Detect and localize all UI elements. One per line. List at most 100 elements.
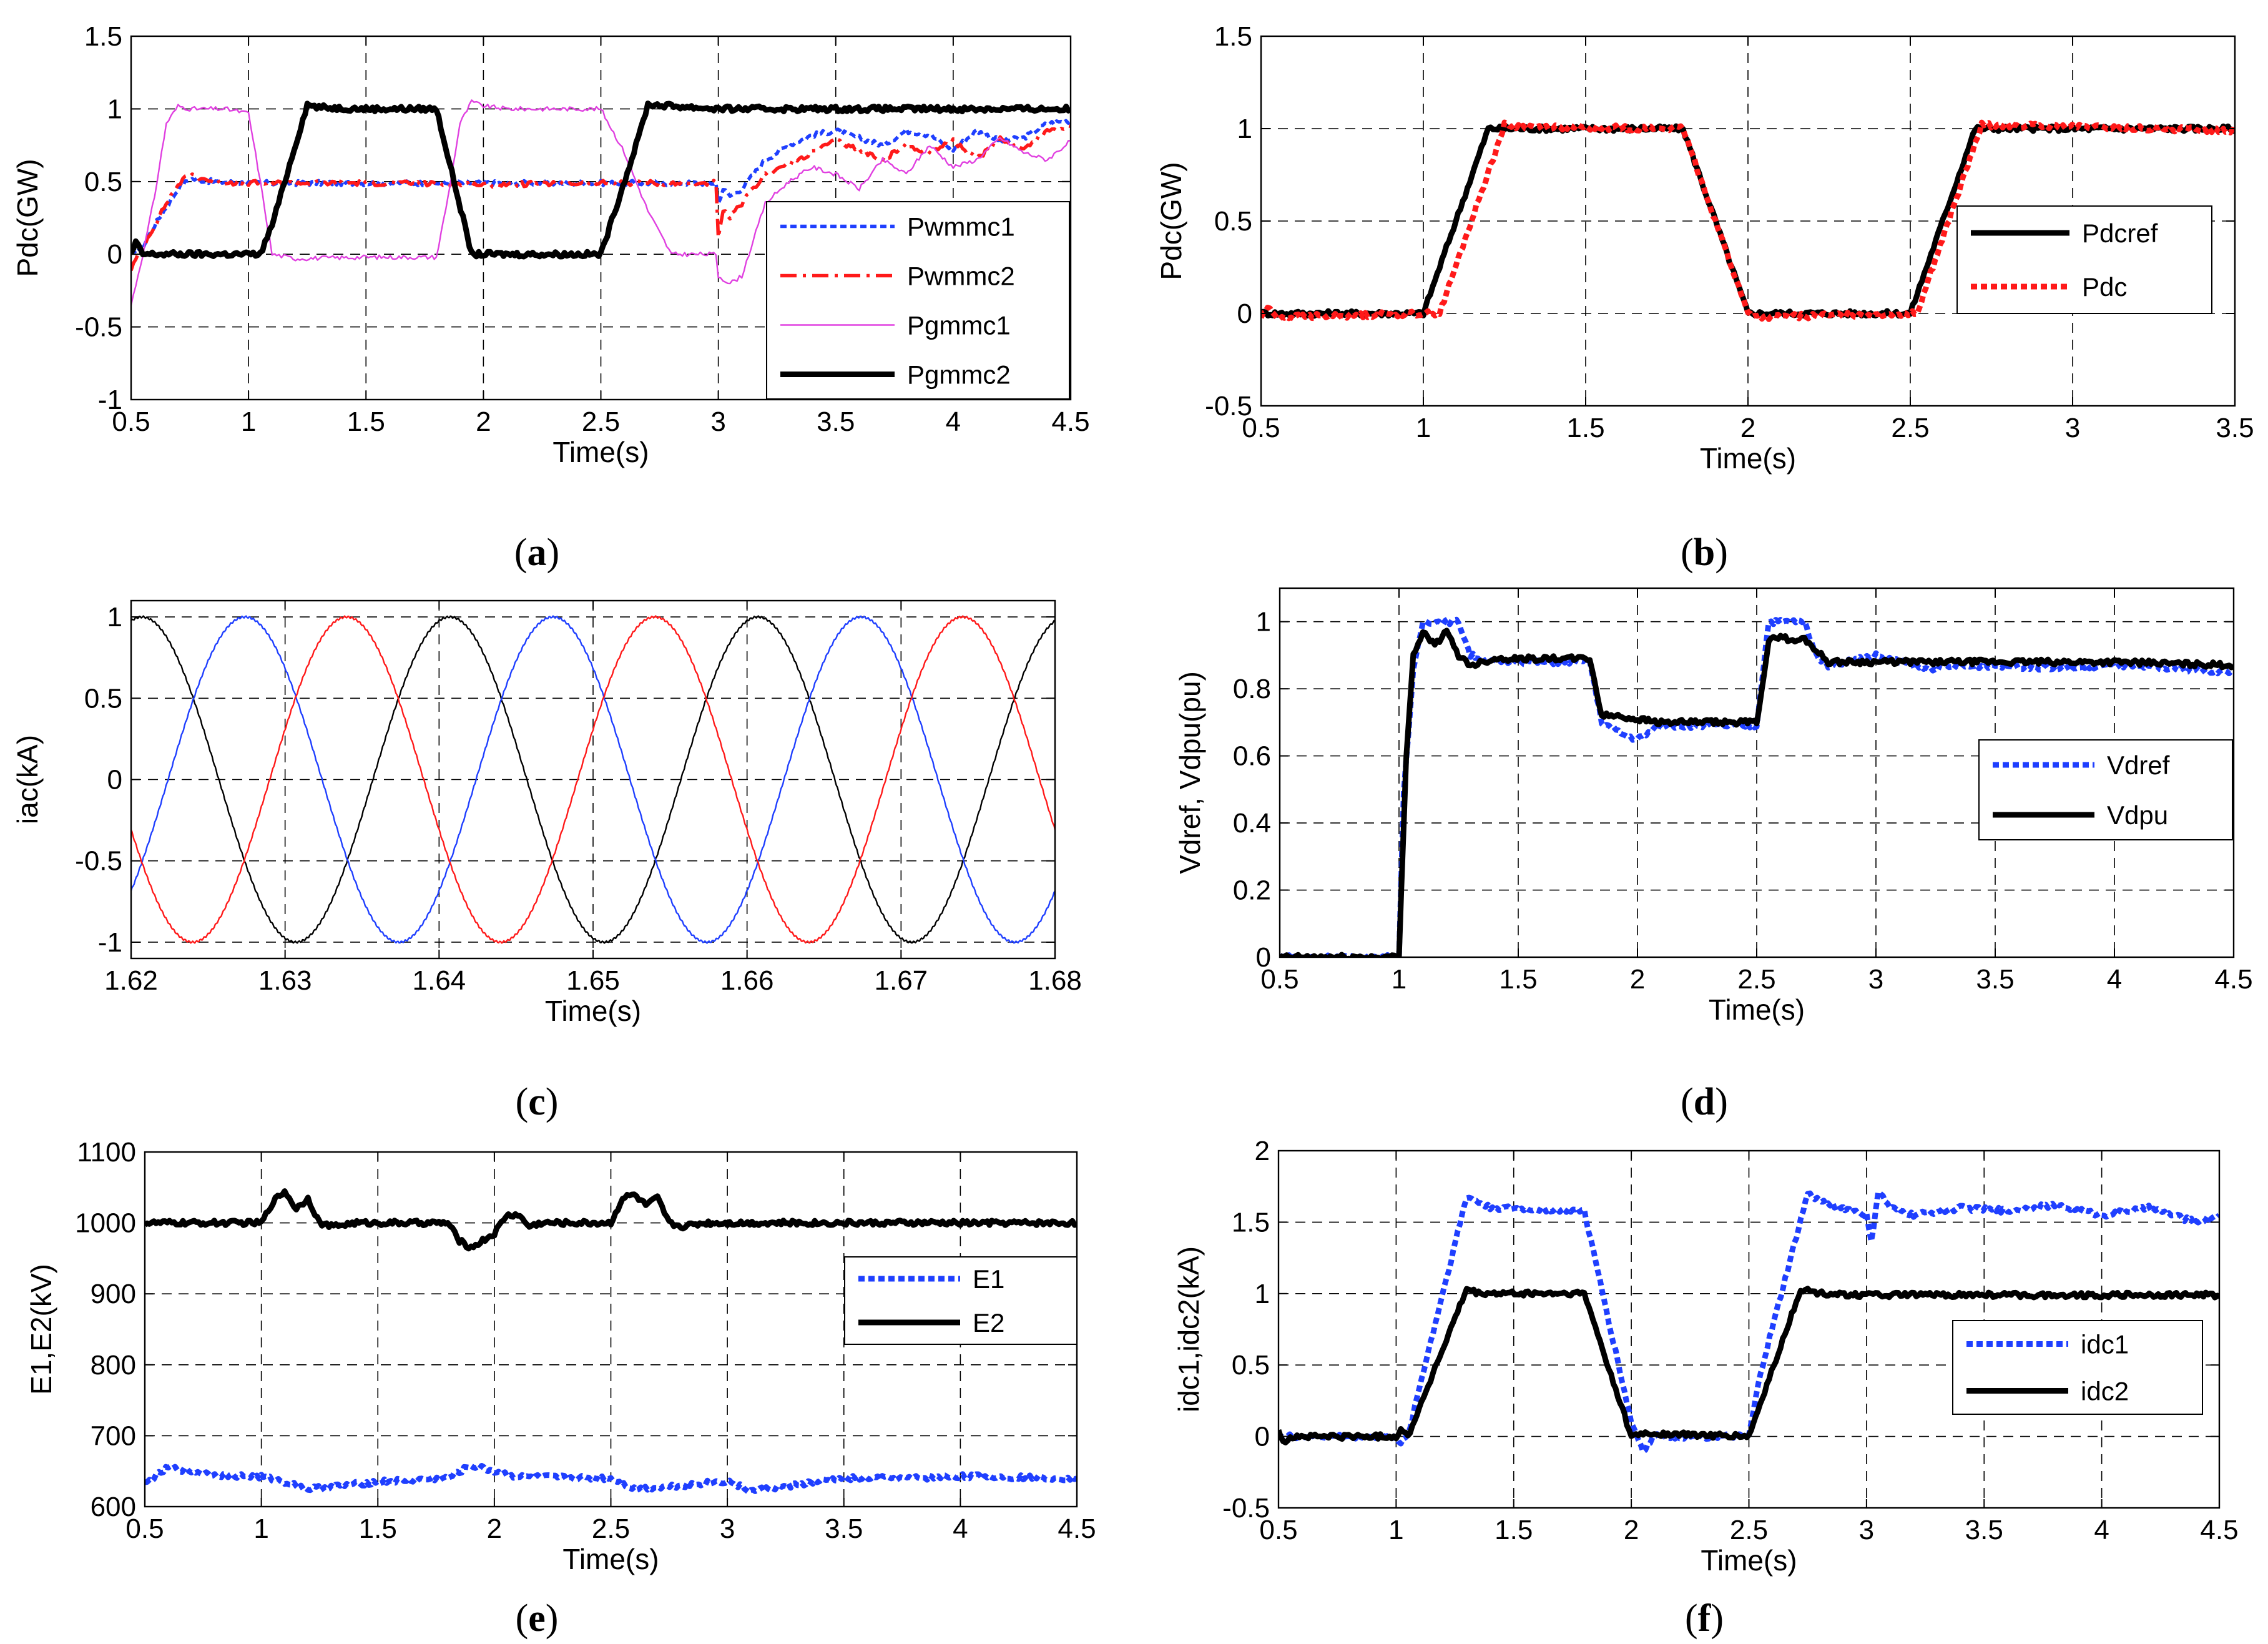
panel-e: 0.5 1 1.5 2 2.5 3 3.5 4 4.5 600 700 800 900 1000 1100 T… xyxy=(25,1137,1096,1640)
x-tick-label: 0.5 xyxy=(112,406,150,437)
y-tick-label: 1 xyxy=(107,602,122,632)
x-tick-label: 1.5 xyxy=(1566,413,1604,443)
x-tick-label: 2.5 xyxy=(1730,1515,1768,1545)
legend-label-Pgmmc2: Pgmmc2 xyxy=(907,360,1011,390)
x-tick-label: 2 xyxy=(476,406,491,437)
legend-label-Vdpu: Vdpu xyxy=(2107,800,2168,830)
y-tick-label: 0.2 xyxy=(1233,875,1271,906)
caption-letter: b xyxy=(1694,531,1715,574)
panel-caption: (c) xyxy=(516,1081,559,1123)
x-tick-label: 1.5 xyxy=(359,1514,397,1544)
series-line-idc2 xyxy=(1279,1286,2219,1445)
y-tick-label: 0.5 xyxy=(84,167,122,197)
panel-b: 0.5 1 1.5 2 2.5 3 3.5 -0.5 0 0.5 1 1.5 Time(s) Pdc(GW… xyxy=(1155,21,2254,574)
y-tick-label: 900 xyxy=(91,1279,136,1309)
x-tick-label: 1 xyxy=(241,406,256,437)
x-tick-label: 2.5 xyxy=(1891,413,1929,443)
x-tick-label: 4 xyxy=(2094,1515,2109,1545)
x-axis-label: Time(s) xyxy=(552,436,649,468)
x-tick-label: 4.5 xyxy=(2200,1515,2238,1545)
x-axis-label: Time(s) xyxy=(562,1543,659,1575)
x-tick-label: 1 xyxy=(1388,1515,1403,1545)
series-group xyxy=(1279,1189,2219,1455)
caption-close: ) xyxy=(547,531,560,574)
x-tick-label: 2 xyxy=(1624,1515,1639,1545)
x-tick-label: 0.5 xyxy=(1242,413,1280,443)
legend-box xyxy=(1956,205,2212,314)
y-axis-label: E1,E2(kV) xyxy=(25,1264,57,1395)
caption-open: ( xyxy=(1681,1081,1694,1123)
panel-f: 0.5 1 1.5 2 2.5 3 3.5 4 4.5 -0.5 0 0.5 1 1.5 2 Time(s) i… xyxy=(1172,1136,2239,1640)
series-line-Pgmmc1 xyxy=(131,99,1071,306)
series-line-E2 xyxy=(145,1188,1077,1252)
caption-close: ) xyxy=(1715,1081,1728,1123)
legend-label-Pdc: Pdc xyxy=(2082,272,2127,302)
x-tick-label: 1.66 xyxy=(720,965,774,996)
legend-label-Pgmmc1: Pgmmc1 xyxy=(907,311,1011,340)
legend-box xyxy=(1978,739,2233,840)
x-tick-label: 2 xyxy=(1630,964,1645,995)
legend-label-Vdref: Vdref xyxy=(2107,751,2170,780)
y-tick-label: 0 xyxy=(1237,298,1252,329)
legend: idc1 idc2 xyxy=(1952,1320,2203,1415)
y-tick-label: 0.4 xyxy=(1233,808,1271,839)
caption-close: ) xyxy=(546,1081,559,1123)
x-tick-label: 4.5 xyxy=(2214,964,2252,995)
legend: Pdcref Pdc xyxy=(1956,205,2212,314)
x-axis-label: Time(s) xyxy=(1709,993,1805,1026)
series-line-Pdc xyxy=(1261,119,2235,322)
x-tick-label: 1.62 xyxy=(104,965,158,996)
x-tick-label: 3.5 xyxy=(817,406,855,437)
legend-label-idc2: idc2 xyxy=(2081,1377,2129,1406)
y-tick-label: 0 xyxy=(107,239,122,270)
y-tick-label: 1.5 xyxy=(1214,21,1252,52)
y-tick-label: -0.5 xyxy=(75,312,122,343)
y-tick-label: 2 xyxy=(1255,1136,1270,1166)
legend-box xyxy=(844,1256,1078,1345)
y-tick-label: 1 xyxy=(107,94,122,124)
y-tick-label: 1000 xyxy=(75,1208,136,1239)
x-tick-label: 1.5 xyxy=(347,406,385,437)
x-tick-label: 3 xyxy=(1859,1515,1874,1545)
x-tick-label: 0.5 xyxy=(125,1514,164,1544)
x-tick-label: 3.5 xyxy=(2216,413,2254,443)
x-tick-label: 3 xyxy=(710,406,725,437)
series-group xyxy=(1280,616,2234,957)
panel-caption: (a) xyxy=(514,531,559,574)
y-tick-label: 0.5 xyxy=(84,683,122,714)
caption-letter: d xyxy=(1694,1081,1715,1123)
caption-letter: f xyxy=(1698,1597,1712,1640)
x-tick-label: 3.5 xyxy=(1965,1515,2003,1545)
series-line-Pgmmc2 xyxy=(131,101,1071,260)
x-tick-label: 1.64 xyxy=(413,965,466,996)
y-axis-label: Pdc(GW) xyxy=(11,159,44,277)
x-tick-label: 1 xyxy=(1392,964,1406,995)
legend-box xyxy=(1952,1320,2203,1415)
x-tick-label: 3.5 xyxy=(825,1514,863,1544)
panel-caption: (f) xyxy=(1685,1597,1724,1640)
legend-label-E2: E2 xyxy=(973,1308,1004,1337)
y-tick-label: 0.8 xyxy=(1233,674,1271,704)
y-tick-label: 600 xyxy=(91,1492,136,1522)
y-tick-label: 0 xyxy=(107,765,122,795)
x-tick-label: 3 xyxy=(1868,964,1883,995)
caption-letter: e xyxy=(528,1597,546,1640)
caption-open: ( xyxy=(514,531,528,574)
legend-box xyxy=(766,201,1070,400)
caption-letter: a xyxy=(528,531,547,574)
x-axis-label: Time(s) xyxy=(1700,442,1796,475)
y-tick-label: 1 xyxy=(1256,607,1271,637)
x-tick-label: 4 xyxy=(946,406,961,437)
legend-label-idc1: idc1 xyxy=(2081,1330,2129,1359)
panel-caption: (b) xyxy=(1681,531,1728,574)
y-tick-label: 0 xyxy=(1256,942,1271,973)
y-axis-label: Pdc(GW) xyxy=(1155,162,1187,280)
series-line-E1 xyxy=(145,1463,1077,1495)
x-tick-label: 1.63 xyxy=(258,965,312,996)
x-tick-label: 3 xyxy=(720,1514,735,1544)
y-tick-label: -0.5 xyxy=(1205,391,1252,421)
panel-c: 1.62 1.63 1.64 1.65 1.66 1.67 1.68 -1 -0.5 0 0.5 1 T… xyxy=(11,599,1082,1123)
series-line-phase-c xyxy=(131,615,1055,944)
x-tick-label: 1.68 xyxy=(1028,965,1082,996)
